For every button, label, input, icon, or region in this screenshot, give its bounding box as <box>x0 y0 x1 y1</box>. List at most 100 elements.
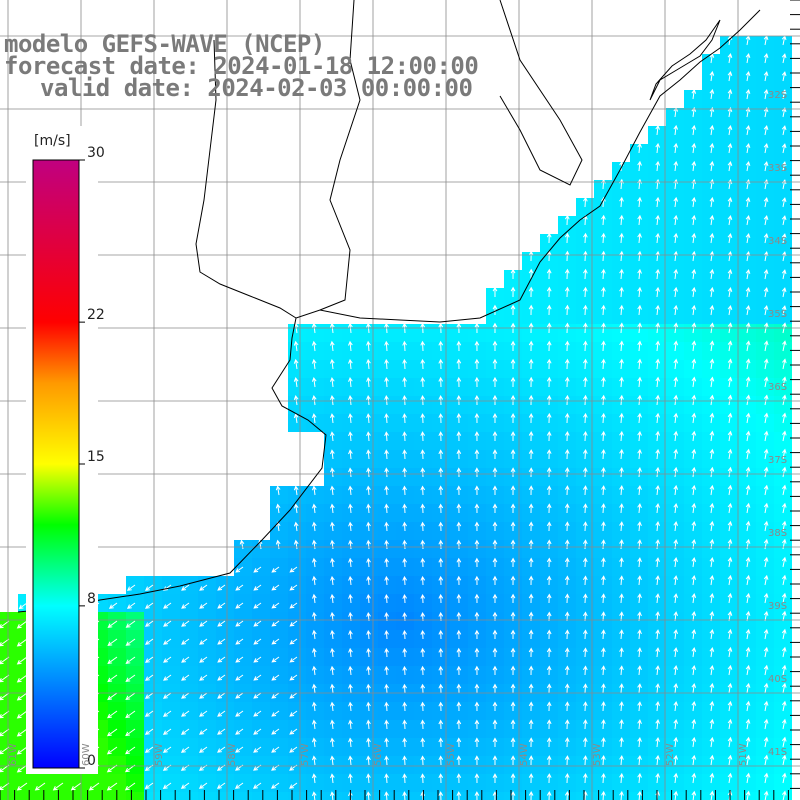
uruguay-border <box>319 0 361 311</box>
wind-arrow-icon <box>601 790 606 800</box>
wind-arrow-icon <box>16 728 28 737</box>
wind-arrow-icon <box>655 701 660 712</box>
wind-arrow-icon <box>763 700 769 712</box>
wind-arrow-icon <box>528 412 534 424</box>
wind-arrow-icon <box>366 683 371 694</box>
wind-arrow-icon <box>601 755 606 766</box>
wind-arrow-icon <box>637 196 642 208</box>
wind-arrow-icon <box>235 656 244 663</box>
wind-arrow-icon <box>763 269 769 280</box>
wind-arrow-icon <box>691 593 697 604</box>
wind-arrow-icon <box>583 232 588 244</box>
wind-arrow-icon <box>456 449 462 460</box>
wind-arrow-icon <box>601 647 606 658</box>
wind-arrow-icon <box>709 70 715 82</box>
wind-arrow-icon <box>727 484 733 496</box>
wind-arrow-icon <box>709 340 715 352</box>
wind-arrow-icon <box>727 610 733 622</box>
wind-arrow-icon <box>781 412 787 424</box>
wind-arrow-icon <box>217 656 226 663</box>
wind-arrow-icon <box>781 556 787 568</box>
wind-arrow-icon <box>727 646 733 658</box>
wind-arrow-icon <box>673 214 679 226</box>
wind-arrow-icon <box>528 304 534 316</box>
wind-arrow-icon <box>673 539 679 550</box>
wind-arrow-icon <box>745 305 751 316</box>
wind-arrow-icon <box>420 340 426 352</box>
wind-arrow-icon <box>311 503 317 514</box>
wind-arrow-icon <box>492 286 498 298</box>
wind-arrow-icon <box>727 286 733 298</box>
wind-arrow-icon <box>402 413 407 424</box>
wind-arrow-icon <box>709 430 715 442</box>
wind-arrow-icon <box>546 557 552 568</box>
wind-arrow-icon <box>546 593 552 604</box>
wind-arrow-icon <box>709 214 715 226</box>
wind-arrow-icon <box>181 656 190 663</box>
wind-arrow-icon <box>763 790 769 800</box>
wind-arrow-icon <box>384 395 389 406</box>
wind-arrow-icon <box>564 430 570 442</box>
wind-arrow-icon <box>564 773 570 784</box>
wind-arrow-icon <box>528 358 534 370</box>
wind-arrow-icon <box>181 602 190 609</box>
wind-arrow-icon <box>144 638 154 645</box>
wind-arrow-icon <box>564 503 570 514</box>
wind-arrow-icon <box>199 710 208 717</box>
wind-arrow-icon <box>781 161 787 172</box>
wind-arrow-icon <box>366 358 371 370</box>
wind-arrow-icon <box>289 584 298 591</box>
wind-arrow-icon <box>601 629 606 640</box>
wind-arrow-icon <box>474 394 480 406</box>
wind-arrow-icon <box>366 575 371 586</box>
wind-arrow-icon <box>0 710 10 719</box>
wind-arrow-icon <box>546 629 552 640</box>
wind-arrow-icon <box>763 754 769 766</box>
wind-arrow-icon <box>601 772 606 784</box>
wind-arrow-icon <box>745 772 751 784</box>
wind-arrow-icon <box>637 575 642 586</box>
wind-arrow-icon <box>293 358 299 370</box>
wind-arrow-icon <box>619 737 624 748</box>
wind-arrow-icon <box>582 755 588 766</box>
wind-arrow-icon <box>384 719 389 730</box>
wind-arrow-icon <box>528 665 534 676</box>
wind-speed-cell <box>702 792 720 800</box>
wind-arrow-icon <box>420 647 426 658</box>
estuary-outline <box>195 39 297 319</box>
wind-arrow-icon <box>528 593 534 604</box>
wind-arrow-icon <box>691 754 697 766</box>
wind-arrow-icon <box>673 160 679 172</box>
wind-arrow-icon <box>564 485 570 496</box>
wind-speed-cell <box>54 792 72 800</box>
wind-arrow-icon <box>763 71 769 82</box>
wind-arrow-icon <box>402 485 407 496</box>
wind-arrow-icon <box>402 358 407 370</box>
wind-arrow-icon <box>330 575 335 586</box>
wind-arrow-icon <box>492 485 498 496</box>
colorbar-unit: [m/s] <box>34 133 71 149</box>
wind-arrow-icon <box>492 665 498 676</box>
wind-arrow-icon <box>655 124 661 136</box>
wind-arrow-icon <box>420 395 426 406</box>
wind-arrow-icon <box>474 485 480 496</box>
wind-arrow-icon <box>311 665 317 676</box>
wind-arrow-icon <box>691 664 697 676</box>
wind-arrow-icon <box>763 682 769 694</box>
wind-arrow-icon <box>691 629 697 640</box>
longitude-label: 52W <box>665 743 676 766</box>
wind-arrow-icon <box>456 431 462 442</box>
wind-arrow-icon <box>510 485 516 496</box>
wind-arrow-icon <box>691 466 697 478</box>
wind-arrow-icon <box>637 593 642 604</box>
wind-arrow-icon <box>655 736 660 748</box>
wind-arrow-icon <box>727 538 733 550</box>
wind-arrow-icon <box>763 520 769 532</box>
wind-arrow-icon <box>582 629 588 640</box>
wind-arrow-icon <box>601 557 606 568</box>
wind-arrow-icon <box>655 683 660 694</box>
wind-arrow-icon <box>366 449 371 460</box>
wind-arrow-icon <box>655 665 660 676</box>
wind-arrow-icon <box>745 107 751 118</box>
wind-speed-cell <box>162 792 180 800</box>
